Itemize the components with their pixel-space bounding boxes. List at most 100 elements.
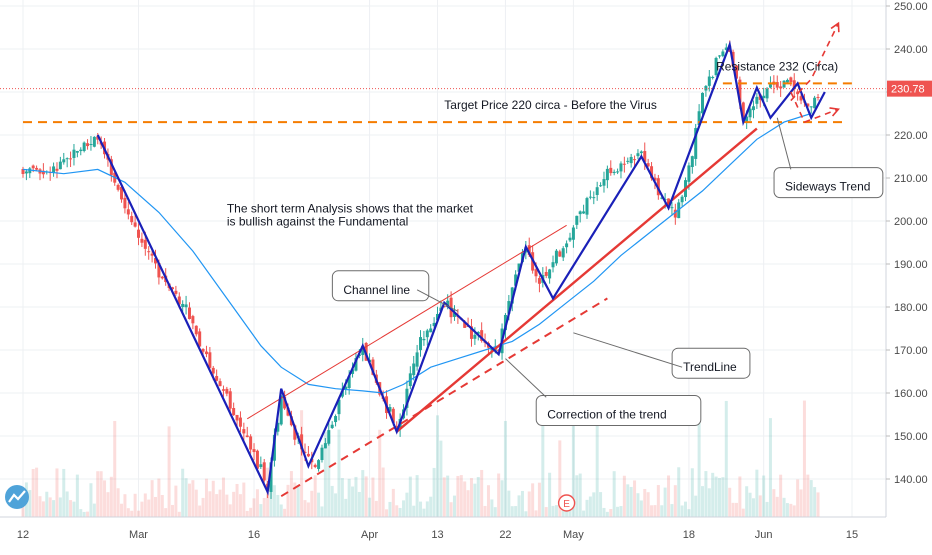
candle-body bbox=[52, 166, 56, 174]
candle-body bbox=[806, 103, 810, 107]
volume-bar bbox=[198, 505, 202, 517]
candle-body bbox=[334, 416, 338, 423]
time-tick-label: 13 bbox=[431, 529, 443, 541]
candle-body bbox=[789, 77, 793, 83]
volume-bar bbox=[796, 479, 800, 517]
candle-body bbox=[646, 163, 650, 167]
price-tick-label: 240.00 bbox=[894, 44, 928, 56]
candle-body bbox=[286, 407, 290, 416]
candle-body bbox=[633, 159, 637, 161]
candle-body bbox=[323, 443, 327, 449]
volume-bar bbox=[650, 505, 654, 517]
volume-bar bbox=[527, 491, 531, 517]
candle-body bbox=[469, 326, 473, 339]
time-tick-label: 16 bbox=[248, 529, 260, 541]
volume-bar bbox=[724, 400, 728, 517]
candle-body bbox=[799, 96, 803, 101]
volume-bar bbox=[167, 426, 171, 517]
volume-bar bbox=[446, 475, 450, 517]
candle-body bbox=[218, 381, 222, 387]
volume-bar bbox=[476, 477, 480, 517]
candle-body bbox=[337, 399, 341, 415]
volume-bar bbox=[72, 501, 76, 517]
volume-bar bbox=[249, 507, 253, 517]
volume-bar bbox=[432, 467, 436, 517]
volume-bar bbox=[361, 470, 365, 517]
candle-body bbox=[55, 168, 59, 171]
candle-body bbox=[221, 389, 225, 391]
volume-bar bbox=[622, 475, 626, 517]
volume-bar bbox=[510, 506, 514, 517]
volume-bar bbox=[364, 476, 368, 517]
candle-body bbox=[194, 325, 198, 335]
candle-body bbox=[792, 80, 796, 89]
candle-body bbox=[65, 158, 69, 160]
volume-bar bbox=[415, 475, 419, 517]
price-tick-label: 190.00 bbox=[894, 259, 928, 271]
candle-body bbox=[181, 303, 185, 308]
volume-bar bbox=[35, 467, 39, 517]
volume-bar bbox=[684, 501, 688, 517]
volume-bar bbox=[500, 480, 504, 517]
candle-body bbox=[602, 179, 606, 186]
volume-bar bbox=[391, 488, 395, 517]
volume-bar bbox=[429, 496, 433, 517]
candle-body bbox=[785, 79, 789, 83]
projection-arrowhead bbox=[829, 107, 840, 117]
volume-bar bbox=[130, 510, 134, 517]
volume-bar bbox=[133, 493, 137, 517]
volume-bar bbox=[48, 497, 52, 517]
volume-bar bbox=[140, 501, 144, 517]
volume-bar bbox=[537, 482, 541, 517]
candle-body bbox=[738, 79, 742, 103]
volume-bar bbox=[293, 482, 297, 517]
candle-body bbox=[711, 76, 715, 79]
volume-bar bbox=[802, 400, 806, 517]
volume-bar bbox=[673, 485, 677, 517]
volume-bar bbox=[741, 508, 745, 517]
annotation-text: Target Price 220 circa - Before the Viru… bbox=[444, 98, 657, 112]
time-tick-label: 15 bbox=[846, 529, 858, 541]
volume-bar bbox=[218, 489, 222, 517]
candle-body bbox=[707, 76, 711, 86]
earnings-event-icon[interactable] bbox=[557, 494, 576, 512]
candle-body bbox=[592, 197, 596, 199]
candle-body bbox=[724, 47, 728, 50]
candle-body bbox=[133, 222, 137, 227]
candle-body bbox=[605, 168, 609, 181]
volume-bar bbox=[755, 469, 759, 517]
time-tick-label: Apr bbox=[361, 529, 378, 541]
volume-bar bbox=[779, 474, 783, 517]
callout-pointer bbox=[505, 358, 547, 398]
candle-body bbox=[154, 258, 158, 264]
volume-bar bbox=[41, 501, 45, 517]
candle-body bbox=[306, 453, 310, 457]
volume-bar bbox=[137, 510, 141, 517]
volume-bar bbox=[653, 505, 657, 517]
candle-body bbox=[442, 306, 446, 308]
volume-bar bbox=[731, 502, 735, 517]
volume-bar bbox=[554, 505, 558, 517]
volume-bar bbox=[55, 468, 59, 517]
candle-body bbox=[391, 408, 395, 423]
volume-bar bbox=[255, 489, 259, 517]
volume-bar bbox=[405, 492, 409, 517]
volume-bar bbox=[116, 488, 120, 517]
candle-body bbox=[588, 196, 592, 198]
candle-body bbox=[575, 215, 579, 225]
volume-bar bbox=[782, 497, 786, 517]
candle-body bbox=[510, 287, 514, 304]
volume-bar bbox=[408, 476, 412, 517]
volume-bar bbox=[289, 471, 293, 517]
price-tick-label: 220.00 bbox=[894, 130, 928, 142]
candle-body bbox=[120, 186, 124, 200]
volume-bar bbox=[480, 469, 484, 517]
volume-bar bbox=[639, 500, 643, 517]
volume-bar bbox=[667, 475, 671, 517]
logo-glyph bbox=[8, 490, 26, 503]
volume-bar bbox=[232, 491, 236, 517]
candle-body bbox=[425, 330, 429, 338]
callout-label: Correction of the trend bbox=[547, 408, 666, 422]
